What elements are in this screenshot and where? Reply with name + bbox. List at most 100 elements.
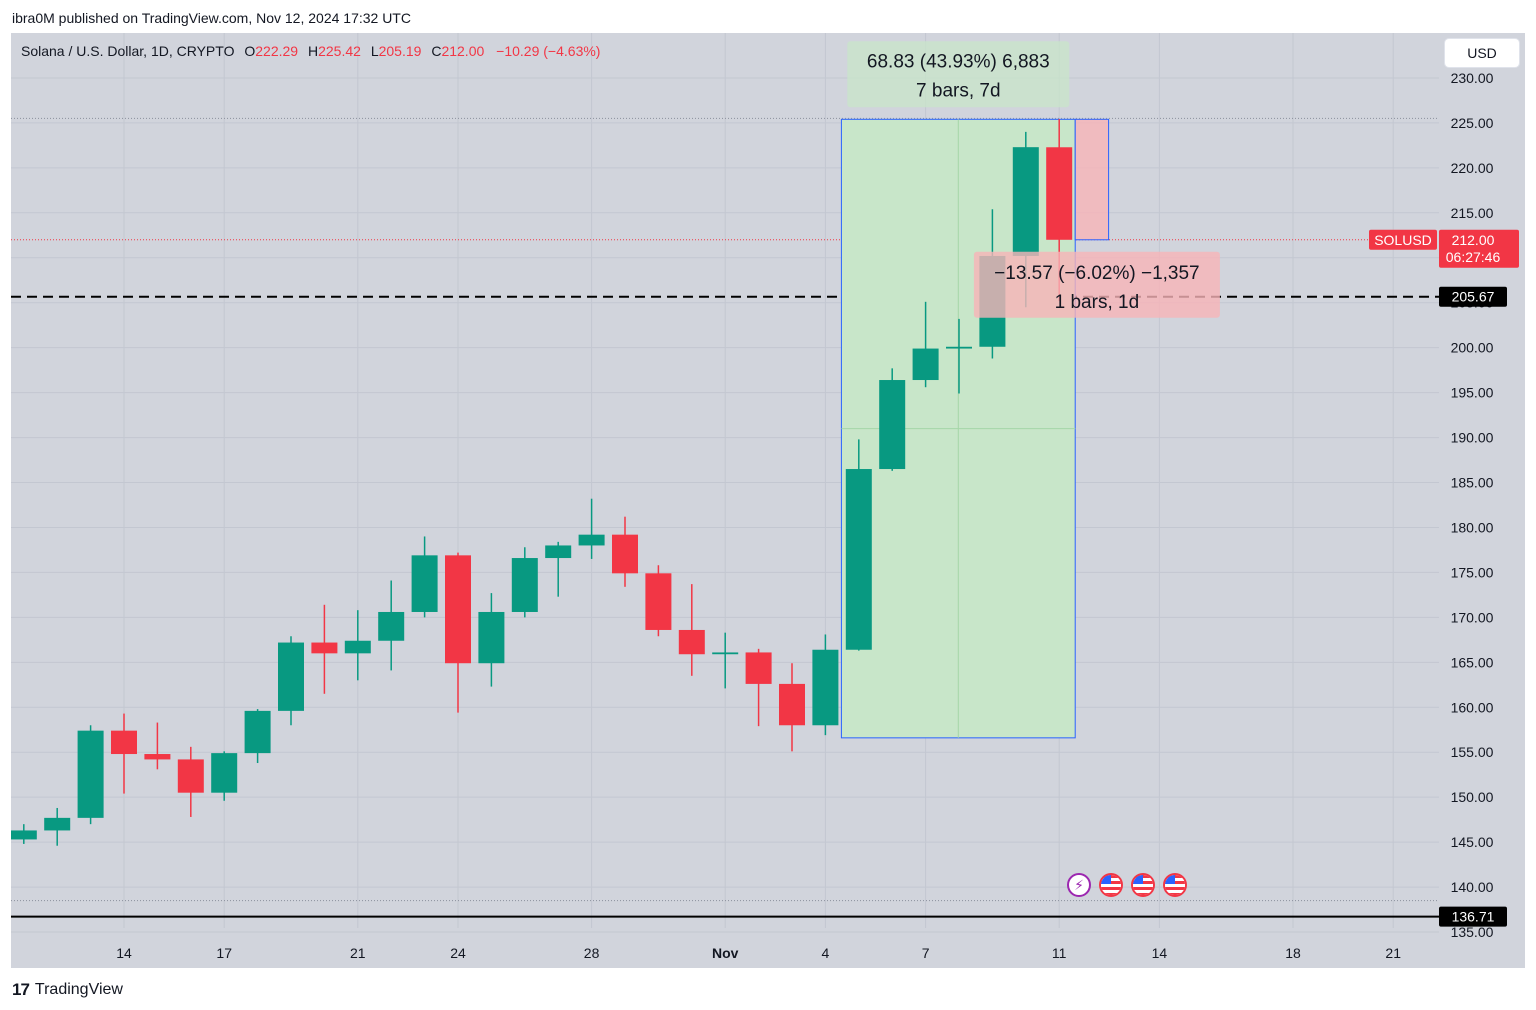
symbol-tag: SOLUSD — [1374, 232, 1432, 248]
price-tick-label: 175.00 — [1451, 564, 1494, 580]
low-value: 205.19 — [378, 43, 422, 59]
lightning-icon[interactable]: ⚡ — [1067, 873, 1091, 897]
price-tick-label: 200.00 — [1451, 340, 1494, 356]
brand-name[interactable]: TradingView — [34, 981, 123, 998]
candle-body-up — [11, 830, 37, 840]
candle-body-up — [511, 558, 538, 612]
candle-body-up — [77, 730, 104, 818]
low-label: L — [370, 43, 379, 59]
candle-body-up — [1012, 147, 1039, 256]
us-flag-icon[interactable] — [1099, 873, 1123, 897]
candle-body-down — [177, 759, 204, 793]
close-value: 212.00 — [441, 43, 485, 59]
measure-down-label-line2: 1 bars, 1d — [1055, 292, 1140, 313]
candle-body-up — [344, 640, 371, 654]
time-tick-label: 4 — [822, 945, 830, 961]
price-tick-label: 230.00 — [1451, 70, 1494, 86]
economic-events: ⚡ — [1067, 873, 1187, 897]
candle-body-down — [311, 642, 338, 654]
open-label: O — [244, 43, 256, 59]
time-tick-label: 21 — [1385, 945, 1401, 961]
time-tick-label: 28 — [584, 945, 600, 961]
price-tick-label: 145.00 — [1451, 834, 1494, 850]
currency-button[interactable]: USD — [1445, 39, 1519, 67]
publication-attribution: ibra0M published on TradingView.com, Nov… — [12, 10, 411, 26]
price-tick-label: 135.00 — [1451, 924, 1494, 940]
measure-up-label-box — [847, 41, 1070, 108]
us-flag-icon[interactable] — [1131, 873, 1155, 897]
price-tick-label: 215.00 — [1451, 205, 1494, 221]
candle-body-up — [411, 555, 438, 612]
candle-body-down — [144, 754, 171, 760]
price-tick-label: 160.00 — [1451, 699, 1494, 715]
current-price-label-bg — [1439, 229, 1519, 268]
measure-up-label-line2: 7 bars, 7d — [916, 80, 1001, 101]
price-tick-label: 170.00 — [1451, 609, 1494, 625]
high-value: 225.42 — [318, 43, 361, 59]
us-flag-icon[interactable] — [1163, 873, 1187, 897]
candle-body-up — [211, 753, 238, 793]
current-price-value: 212.00 — [1452, 232, 1495, 248]
candle-body-up — [912, 348, 939, 381]
price-tick-label: 195.00 — [1451, 385, 1494, 401]
open-value: 222.29 — [255, 43, 299, 59]
time-tick-label: Nov — [712, 945, 739, 961]
candle-body-up — [44, 817, 71, 831]
measure-down-label-box — [973, 251, 1220, 318]
candle-body-up — [578, 534, 605, 546]
price-tick-label: 165.00 — [1451, 654, 1494, 670]
price-tick-label: 185.00 — [1451, 475, 1494, 491]
time-tick-label: 11 — [1052, 945, 1067, 961]
candle-body-down — [678, 629, 705, 655]
candle-body-down — [612, 534, 638, 574]
chart-background — [11, 33, 1525, 968]
price-tick-label: 180.00 — [1451, 519, 1494, 535]
chart-area[interactable]: 68.83 (43.93%) 6,883 7 bars, 7d −13.57 (−6… — [11, 33, 1525, 968]
price-line-label: 205.67 — [1452, 289, 1495, 305]
candle-body-up — [879, 380, 906, 470]
symbol-tag-bg — [1369, 229, 1437, 250]
candle-body-up — [278, 642, 304, 711]
price-tick-label: 190.00 — [1451, 430, 1494, 446]
price-tick-label: 155.00 — [1451, 744, 1494, 760]
time-tick-label: 7 — [922, 945, 930, 961]
tradingview-logo-icon[interactable]: 17 — [12, 980, 30, 999]
time-tick-label: 17 — [216, 945, 232, 961]
ohlc-legend: Solana / U.S. Dollar, 1D, CRYPTO O222.29… — [21, 43, 600, 59]
candle-body-up — [712, 652, 739, 655]
time-tick-label: 14 — [116, 945, 132, 961]
candle-body-down — [645, 573, 672, 630]
measure-up-label-line1: 68.83 (43.93%) 6,883 — [867, 51, 1050, 72]
time-tick-label: 18 — [1285, 945, 1301, 961]
candle-body-up — [812, 649, 839, 726]
candle-body-up — [845, 469, 872, 650]
footer: 17 TradingView — [12, 980, 123, 1000]
candle-body-down — [445, 555, 471, 664]
price-tick-label: 150.00 — [1451, 789, 1494, 805]
measure-down-box — [1074, 118, 1110, 241]
price-tick-label: 225.00 — [1451, 115, 1494, 131]
price-tick-label: 140.00 — [1451, 879, 1494, 895]
candle-body-down — [745, 652, 772, 684]
price-tick-label: 220.00 — [1451, 160, 1494, 176]
candle-body-up — [478, 611, 505, 664]
candle-body-up — [545, 545, 572, 559]
candlestick-chart[interactable]: 68.83 (43.93%) 6,883 7 bars, 7d −13.57 (−6… — [11, 33, 1525, 968]
bar-countdown: 06:27:46 — [1446, 249, 1501, 265]
close-label: C — [431, 43, 442, 59]
change-value: −10.29 (−4.63%) — [496, 43, 601, 59]
price-line-label-bg — [1439, 906, 1507, 927]
candle-body-up — [244, 710, 271, 754]
measure-down-label-line1: −13.57 (−6.02%) −1,357 — [994, 263, 1199, 284]
price-line-label: 136.71 — [1452, 909, 1495, 925]
price-line-label-bg — [1439, 286, 1507, 307]
candle-body-up — [946, 346, 972, 349]
candle-body-down — [1046, 147, 1073, 240]
time-tick-label: 21 — [350, 945, 366, 961]
time-tick-label: 14 — [1152, 945, 1168, 961]
symbol-name[interactable]: Solana / U.S. Dollar, 1D, CRYPTO — [21, 43, 235, 59]
high-label: H — [307, 43, 319, 59]
candle-body-down — [779, 683, 805, 726]
candle-body-down — [111, 730, 137, 755]
